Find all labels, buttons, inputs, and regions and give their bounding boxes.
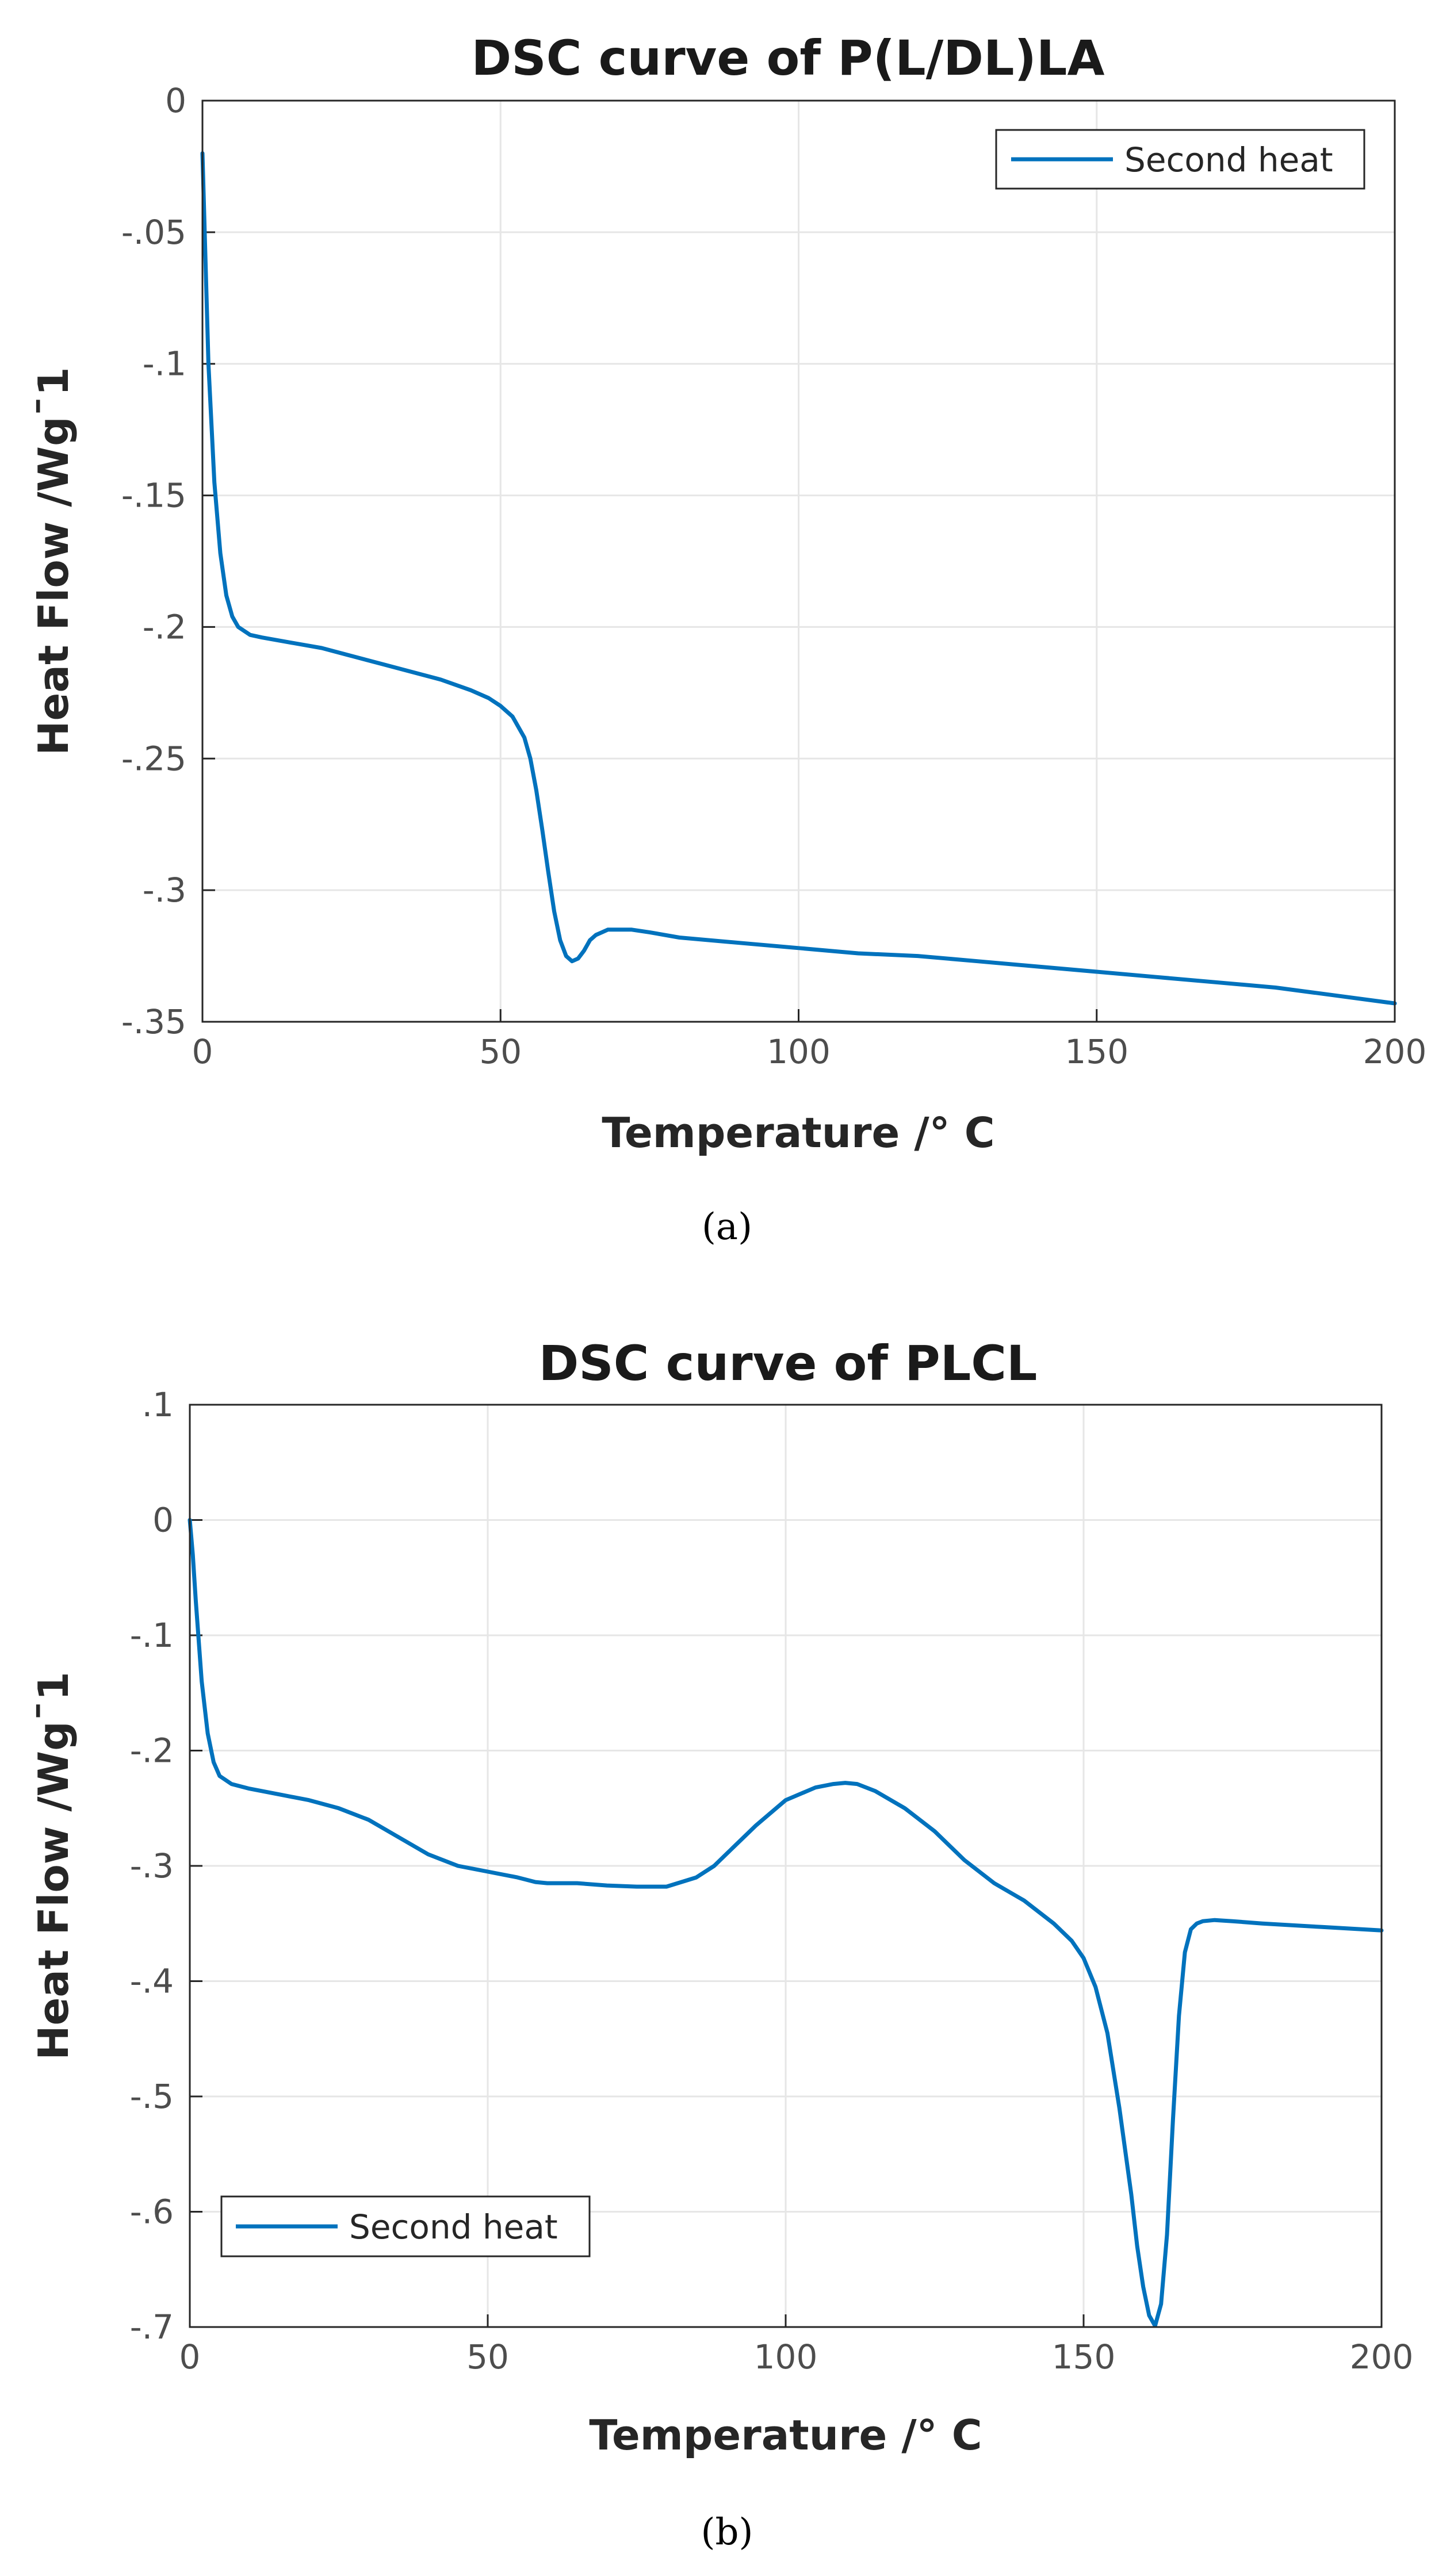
x-tick-label: 100 (767, 1032, 831, 1071)
plot-frame (189, 1404, 1383, 2328)
y-tick-labels: 0 -.05 -.1 -.15 -.2 -.25 -.3 -.35 (121, 81, 186, 1041)
panel-caption-b: (b) (701, 2511, 753, 2554)
y-axis-label: Heat Flow /Wgˉ1 (29, 1672, 78, 2060)
grid-lines (201, 99, 1396, 1023)
series-line-second-heat (188, 1518, 1384, 2328)
x-tick-label: 200 (1350, 2337, 1414, 2376)
x-tick-label: 0 (192, 1032, 213, 1071)
grid-lines (189, 1404, 1383, 2328)
chart-title: DSC curve of PLCL (539, 1335, 1038, 1392)
chart-panel-a: DSC curve of P(L/DL)LA 0 50 100 150 200 0 -.0… (29, 30, 1426, 1248)
y-tick-label: 0 (165, 81, 186, 120)
x-tick-label: 150 (1052, 2337, 1116, 2376)
x-tick-labels: 0 50 100 150 200 (192, 1032, 1427, 1071)
curve-layer (200, 151, 1397, 1006)
legend: Second heat (995, 129, 1365, 190)
y-tick-label: -.1 (143, 344, 186, 384)
y-tick-label: -.25 (121, 739, 186, 778)
y-tick-label: -.2 (130, 1731, 174, 1770)
y-axis-label: Heat Flow /Wgˉ1 (29, 367, 78, 755)
y-tick-label: .1 (142, 1385, 174, 1424)
y-tick-label: -.2 (143, 607, 186, 646)
legend-entry-label: Second heat (349, 2207, 558, 2247)
x-tick-label: 200 (1363, 1032, 1427, 1071)
y-tick-label: -.3 (130, 1846, 174, 1885)
y-tick-label: -.7 (130, 2307, 174, 2347)
x-tick-label: 150 (1065, 1032, 1128, 1071)
x-tick-label: 50 (466, 2337, 509, 2376)
x-tick-label: 0 (179, 2337, 201, 2376)
y-tick-label: -.5 (130, 2077, 174, 2116)
curve-layer (188, 1518, 1384, 2328)
y-tick-label: -.05 (121, 213, 186, 252)
y-tick-label: -.1 (130, 1616, 174, 1655)
y-tick-label: -.3 (143, 871, 186, 910)
chart-panel-b: DSC curve of PLCL 0 50 100 150 200 .1 0 -.1 -.2… (29, 1335, 1413, 2554)
plot-frame (201, 99, 1396, 1023)
series-line-second-heat (200, 151, 1397, 1006)
y-tick-labels: .1 0 -.1 -.2 -.3 -.4 -.5 -.6 -.7 (130, 1385, 174, 2347)
x-tick-label: 100 (754, 2337, 818, 2376)
x-axis-label: Temperature /° C (602, 1109, 994, 1157)
chart-title: DSC curve of P(L/DL)LA (472, 30, 1105, 86)
legend-entry-label: Second heat (1124, 140, 1333, 179)
x-axis-label: Temperature /° C (589, 2411, 982, 2459)
x-tick-label: 50 (479, 1032, 522, 1071)
y-tick-label: -.4 (130, 1962, 174, 2001)
y-tick-label: -.15 (121, 476, 186, 515)
legend: Second heat (220, 2195, 591, 2257)
y-tick-label: -.35 (121, 1002, 186, 1041)
x-tick-labels: 0 50 100 150 200 (179, 2337, 1414, 2376)
panel-caption-a: (a) (702, 1206, 752, 1248)
y-tick-label: 0 (152, 1501, 174, 1540)
y-tick-label: -.6 (130, 2192, 174, 2232)
